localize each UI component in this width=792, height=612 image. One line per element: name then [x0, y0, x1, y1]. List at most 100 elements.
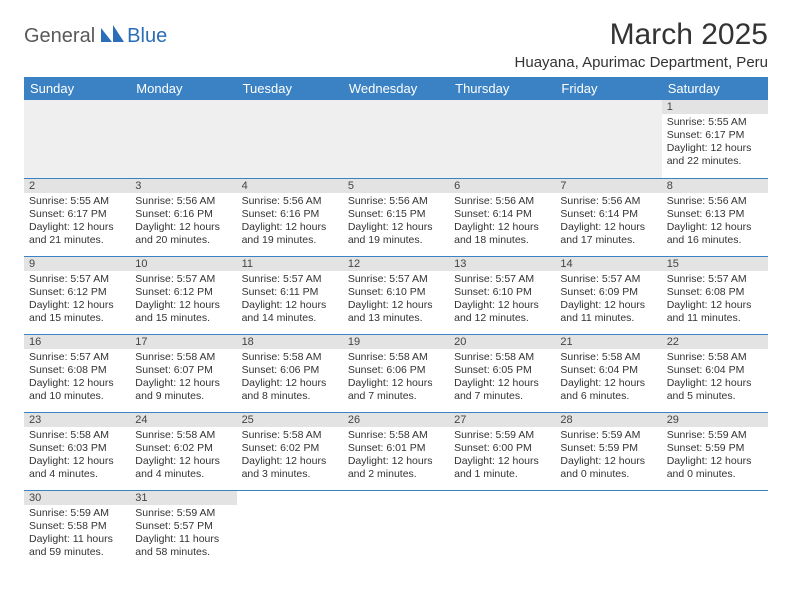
- day-number: 25: [237, 413, 343, 427]
- day-detail-line: Sunset: 5:58 PM: [29, 520, 125, 533]
- day-detail-line: Sunrise: 5:57 AM: [560, 273, 656, 286]
- day-detail-line: and 22 minutes.: [667, 155, 763, 168]
- day-detail-line: and 12 minutes.: [454, 312, 550, 325]
- day-detail-line: and 0 minutes.: [667, 468, 763, 481]
- calendar-cell: 3Sunrise: 5:56 AMSunset: 6:16 PMDaylight…: [130, 178, 236, 256]
- day-number: 10: [130, 257, 236, 271]
- day-detail-line: Sunset: 6:02 PM: [242, 442, 338, 455]
- day-detail-line: Sunset: 6:01 PM: [348, 442, 444, 455]
- day-detail-line: and 1 minute.: [454, 468, 550, 481]
- day-detail-line: Sunrise: 5:58 AM: [560, 351, 656, 364]
- day-detail-line: Sunrise: 5:57 AM: [348, 273, 444, 286]
- day-detail-line: Daylight: 12 hours: [560, 299, 656, 312]
- day-number: 28: [555, 413, 661, 427]
- day-number: 27: [449, 413, 555, 427]
- day-number: 30: [24, 491, 130, 505]
- calendar-cell: 13Sunrise: 5:57 AMSunset: 6:10 PMDayligh…: [449, 256, 555, 334]
- calendar-cell: 17Sunrise: 5:58 AMSunset: 6:07 PMDayligh…: [130, 334, 236, 412]
- day-detail-line: Sunset: 6:08 PM: [667, 286, 763, 299]
- calendar-week-row: 16Sunrise: 5:57 AMSunset: 6:08 PMDayligh…: [24, 334, 768, 412]
- calendar-cell: 21Sunrise: 5:58 AMSunset: 6:04 PMDayligh…: [555, 334, 661, 412]
- weekday-header-row: Sunday Monday Tuesday Wednesday Thursday…: [24, 77, 768, 100]
- day-details: Sunrise: 5:57 AMSunset: 6:09 PMDaylight:…: [555, 271, 661, 329]
- day-detail-line: and 7 minutes.: [454, 390, 550, 403]
- day-number: 9: [24, 257, 130, 271]
- weekday-header: Monday: [130, 77, 236, 100]
- calendar-cell: 20Sunrise: 5:58 AMSunset: 6:05 PMDayligh…: [449, 334, 555, 412]
- day-number: 7: [555, 179, 661, 193]
- calendar-cell: 2Sunrise: 5:55 AMSunset: 6:17 PMDaylight…: [24, 178, 130, 256]
- day-details: Sunrise: 5:57 AMSunset: 6:10 PMDaylight:…: [343, 271, 449, 329]
- day-detail-line: and 11 minutes.: [560, 312, 656, 325]
- day-detail-line: and 58 minutes.: [135, 546, 231, 559]
- calendar-week-row: 30Sunrise: 5:59 AMSunset: 5:58 PMDayligh…: [24, 490, 768, 568]
- day-detail-line: Sunrise: 5:58 AM: [135, 429, 231, 442]
- calendar-cell: [130, 100, 236, 178]
- day-detail-line: and 20 minutes.: [135, 234, 231, 247]
- day-detail-line: Daylight: 12 hours: [348, 299, 444, 312]
- day-details: Sunrise: 5:58 AMSunset: 6:07 PMDaylight:…: [130, 349, 236, 407]
- day-details: Sunrise: 5:58 AMSunset: 6:04 PMDaylight:…: [662, 349, 768, 407]
- day-number: 21: [555, 335, 661, 349]
- day-detail-line: Sunrise: 5:58 AM: [454, 351, 550, 364]
- calendar-cell: 27Sunrise: 5:59 AMSunset: 6:00 PMDayligh…: [449, 412, 555, 490]
- day-detail-line: Daylight: 12 hours: [242, 377, 338, 390]
- day-detail-line: Sunset: 6:03 PM: [29, 442, 125, 455]
- day-details: Sunrise: 5:58 AMSunset: 6:03 PMDaylight:…: [24, 427, 130, 485]
- day-detail-line: Sunrise: 5:56 AM: [454, 195, 550, 208]
- calendar-cell: 9Sunrise: 5:57 AMSunset: 6:12 PMDaylight…: [24, 256, 130, 334]
- day-number: 1: [662, 100, 768, 114]
- day-number: 26: [343, 413, 449, 427]
- day-detail-line: Daylight: 12 hours: [560, 221, 656, 234]
- calendar-cell: 11Sunrise: 5:57 AMSunset: 6:11 PMDayligh…: [237, 256, 343, 334]
- day-detail-line: Daylight: 12 hours: [242, 221, 338, 234]
- day-number: 4: [237, 179, 343, 193]
- brand-logo: General Blue: [24, 24, 167, 49]
- day-detail-line: Sunset: 5:59 PM: [560, 442, 656, 455]
- day-detail-line: Sunrise: 5:56 AM: [242, 195, 338, 208]
- day-detail-line: Sunset: 6:12 PM: [29, 286, 125, 299]
- calendar-cell: 5Sunrise: 5:56 AMSunset: 6:15 PMDaylight…: [343, 178, 449, 256]
- day-detail-line: and 16 minutes.: [667, 234, 763, 247]
- day-number: 5: [343, 179, 449, 193]
- day-detail-line: Daylight: 12 hours: [348, 377, 444, 390]
- day-number: 22: [662, 335, 768, 349]
- day-details: Sunrise: 5:57 AMSunset: 6:11 PMDaylight:…: [237, 271, 343, 329]
- day-detail-line: Sunrise: 5:56 AM: [348, 195, 444, 208]
- day-detail-line: Daylight: 11 hours: [135, 533, 231, 546]
- day-details: Sunrise: 5:56 AMSunset: 6:16 PMDaylight:…: [237, 193, 343, 251]
- day-detail-line: and 8 minutes.: [242, 390, 338, 403]
- day-detail-line: Sunrise: 5:58 AM: [135, 351, 231, 364]
- day-detail-line: and 13 minutes.: [348, 312, 444, 325]
- calendar-week-row: 2Sunrise: 5:55 AMSunset: 6:17 PMDaylight…: [24, 178, 768, 256]
- calendar-cell: 15Sunrise: 5:57 AMSunset: 6:08 PMDayligh…: [662, 256, 768, 334]
- day-detail-line: Daylight: 12 hours: [560, 455, 656, 468]
- day-details: Sunrise: 5:59 AMSunset: 5:58 PMDaylight:…: [24, 505, 130, 563]
- calendar-cell: 7Sunrise: 5:56 AMSunset: 6:14 PMDaylight…: [555, 178, 661, 256]
- day-detail-line: Sunset: 6:13 PM: [667, 208, 763, 221]
- day-detail-line: Sunrise: 5:58 AM: [667, 351, 763, 364]
- day-number: 8: [662, 179, 768, 193]
- weekday-header: Tuesday: [237, 77, 343, 100]
- day-detail-line: Sunrise: 5:58 AM: [242, 351, 338, 364]
- day-details: Sunrise: 5:57 AMSunset: 6:12 PMDaylight:…: [130, 271, 236, 329]
- calendar-cell: 1Sunrise: 5:55 AMSunset: 6:17 PMDaylight…: [662, 100, 768, 178]
- calendar-cell: 8Sunrise: 5:56 AMSunset: 6:13 PMDaylight…: [662, 178, 768, 256]
- calendar-cell: [662, 490, 768, 568]
- day-detail-line: and 6 minutes.: [560, 390, 656, 403]
- day-number: 3: [130, 179, 236, 193]
- weekday-header: Sunday: [24, 77, 130, 100]
- day-detail-line: Sunrise: 5:56 AM: [560, 195, 656, 208]
- header: General Blue March 2025 Huayana, Apurima…: [24, 18, 768, 71]
- calendar-table: Sunday Monday Tuesday Wednesday Thursday…: [24, 77, 768, 568]
- day-detail-line: and 0 minutes.: [560, 468, 656, 481]
- day-detail-line: Sunrise: 5:57 AM: [454, 273, 550, 286]
- day-number: 11: [237, 257, 343, 271]
- calendar-cell: [449, 100, 555, 178]
- day-details: Sunrise: 5:56 AMSunset: 6:13 PMDaylight:…: [662, 193, 768, 251]
- day-detail-line: Daylight: 12 hours: [454, 221, 550, 234]
- day-detail-line: Sunrise: 5:56 AM: [667, 195, 763, 208]
- day-detail-line: Sunrise: 5:57 AM: [667, 273, 763, 286]
- day-number: 2: [24, 179, 130, 193]
- day-detail-line: Sunrise: 5:59 AM: [29, 507, 125, 520]
